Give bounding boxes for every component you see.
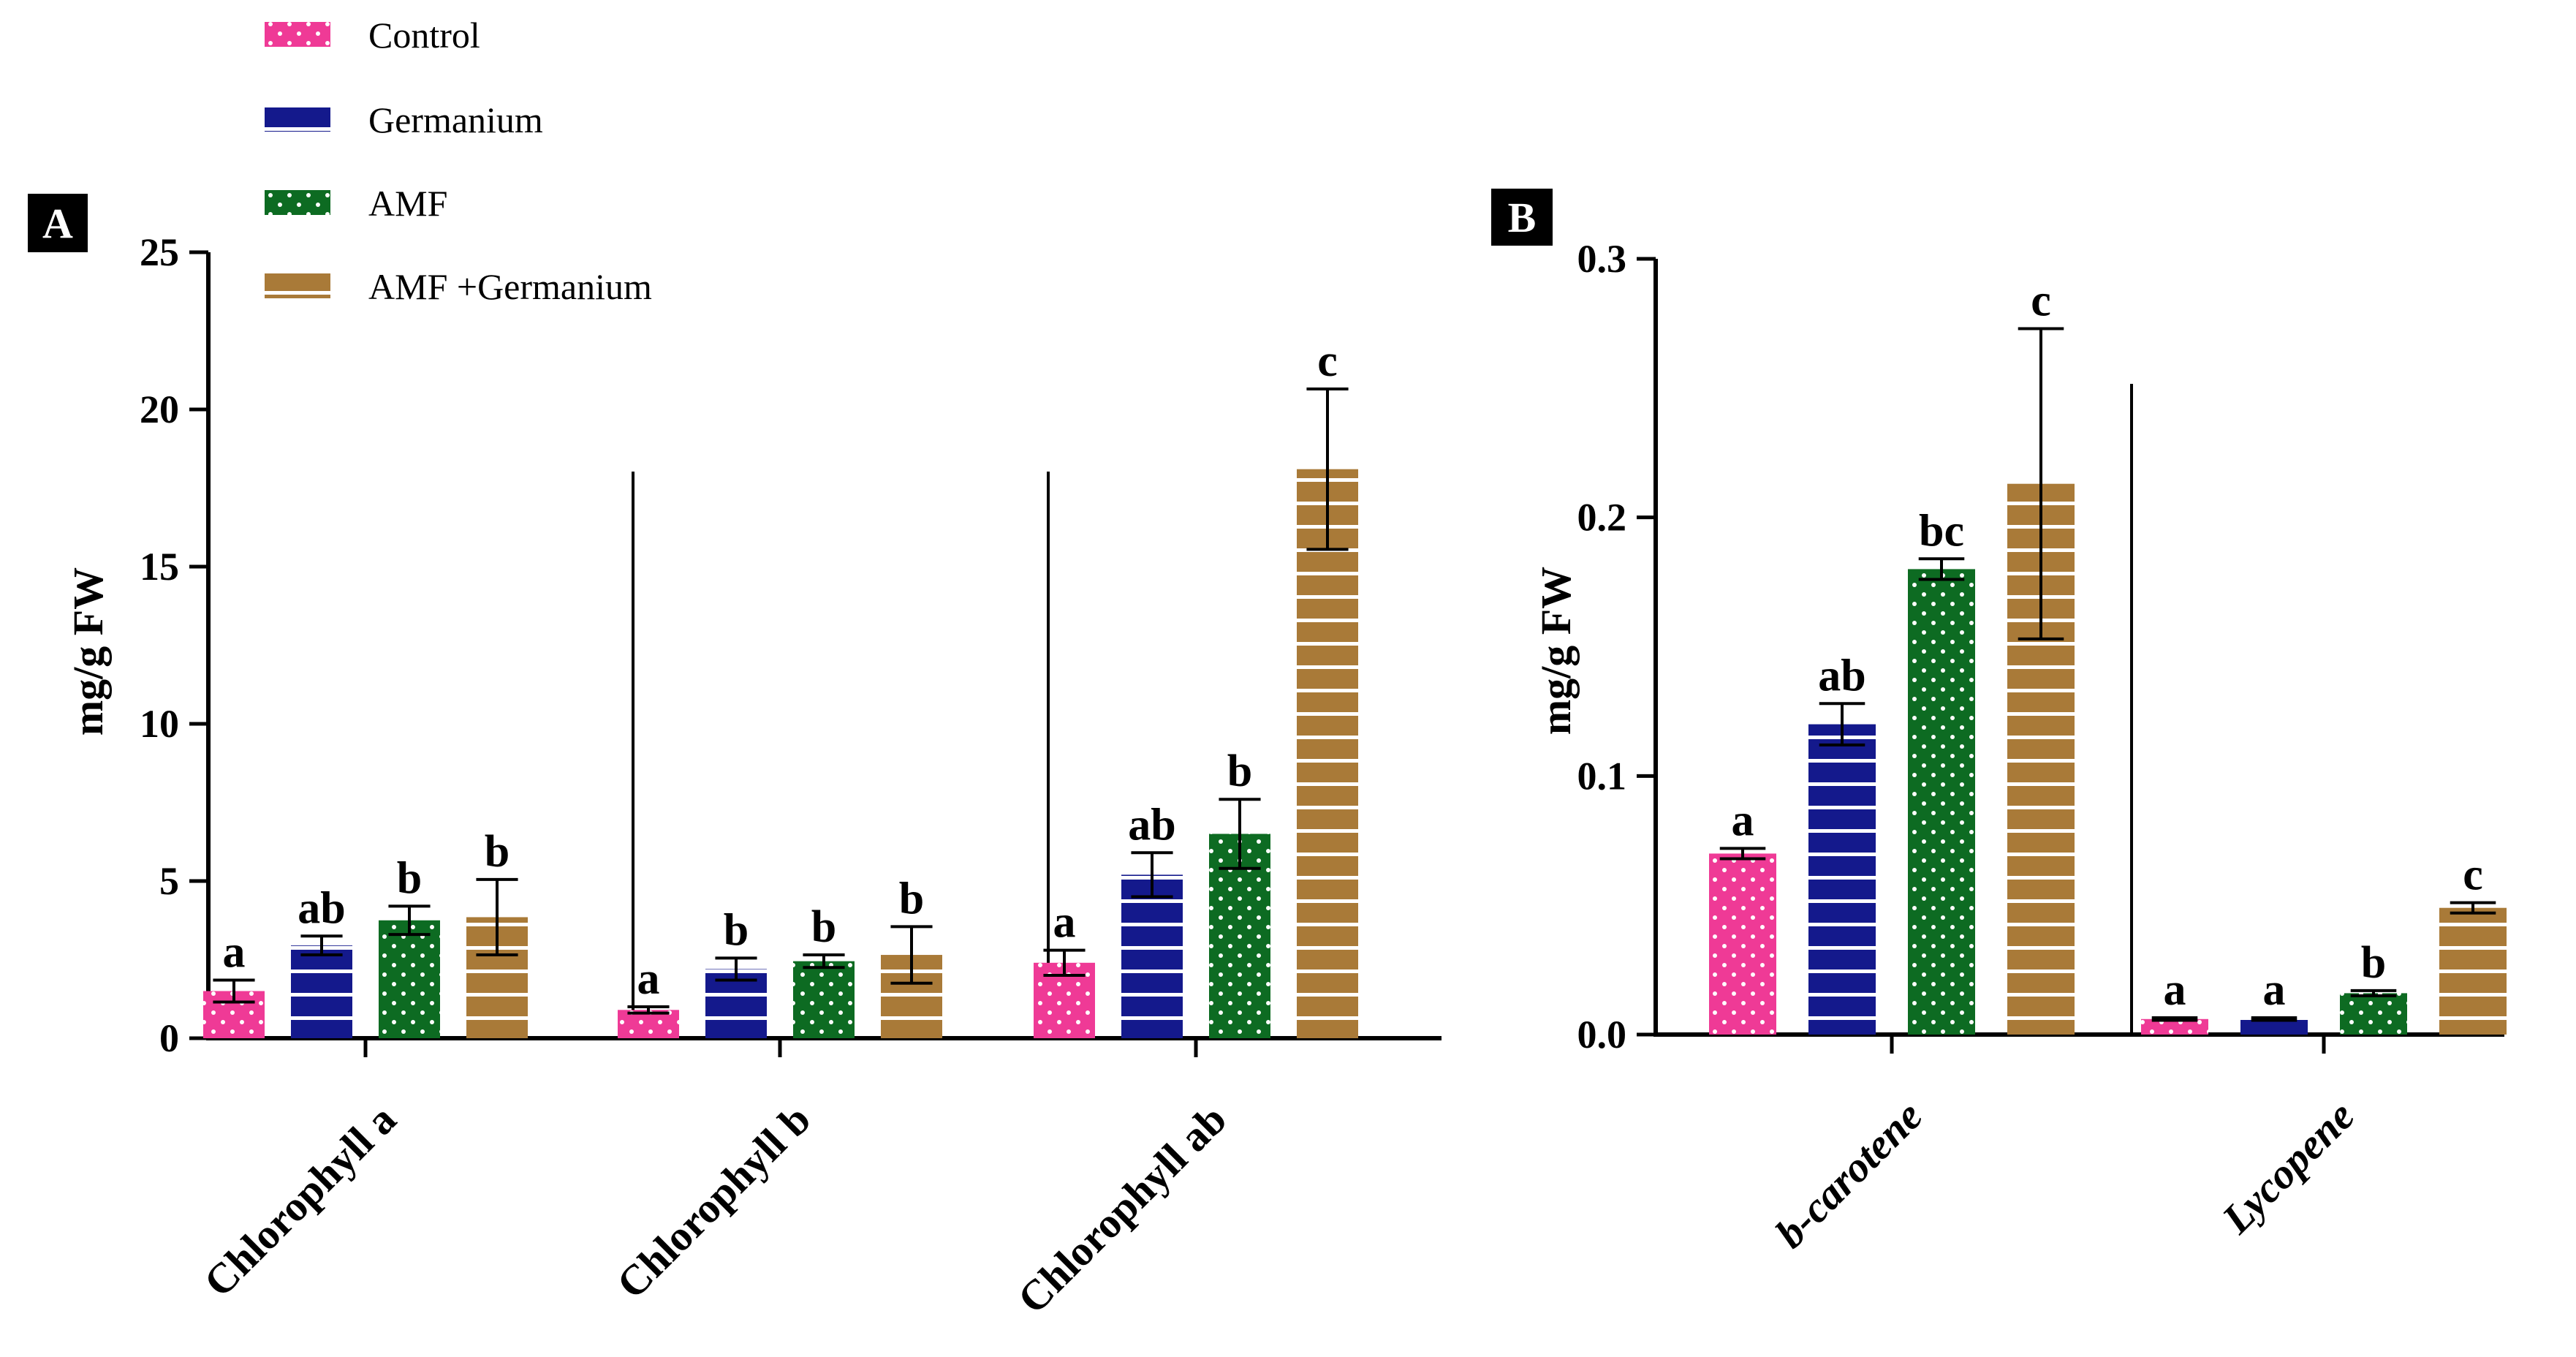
panel-b-badge [1491,189,1553,246]
panel-b-y-tick-label: 0.1 [1577,754,1627,798]
panel-a: A mg/g FW 0 5 10 15 20 25 Chlorophyll a Chlorop… [28,194,1442,1323]
panel-a-chlorophyll-ab-amf-germanium-letter: c [1317,336,1338,386]
panel-a-chlorophyll-a-amf-bar [379,920,440,1038]
panel-a-chlorophyll-ab-amf-germanium-bar [1297,469,1358,1038]
panel-b-b-carotene-amf-germanium-letter: c [2031,276,2051,325]
panel-a-plot: 0 5 10 15 20 25 Chlorophyll a Chlorophyll b Chlo… [140,230,1442,1323]
legend-label-amf-germanium: AMF +Germanium [368,266,652,307]
panel-b-y-tick-label: 0.2 [1577,496,1627,540]
legend-item-amf-germanium: AMF +Germanium [265,266,652,307]
panel-a-chlorophyll-b-amf-bar [793,961,855,1038]
panel-b-lycopene-germanium-bar [2240,1018,2308,1035]
panel-b-b-carotene-germanium-letter: ab [1818,651,1865,700]
panel-b-lycopene-control-bar [2141,1018,2208,1035]
panel-a-chlorophyll-b-amf-letter: b [811,902,836,952]
panel-b-b-carotene-amf-bar [1908,569,1975,1035]
panel-a-chlorophyll-b-germanium-letter: b [724,905,749,955]
panel-a-y-axis-title: mg/g FW [64,567,112,736]
legend-item-control: Control [265,15,480,56]
panel-a-chlorophyll-b-amf-germanium-letter: b [899,874,924,923]
panel-a-chlorophyll-ab-germanium-letter: ab [1128,800,1175,850]
panel-a-chlorophyll-ab-control-letter: a [1053,898,1076,948]
panel-b-lycopene-germanium-letter: a [2263,965,2286,1015]
panel-b-lycopene-amf-germanium-letter: c [2463,850,2483,900]
panel-a-chlorophyll-ab-amf-letter: b [1227,746,1252,796]
panel-a-chlorophyll-a-control-letter: a [223,927,246,977]
panel-a-chlorophyll-a-amf-letter: b [397,853,422,903]
panel-a-y-tick-label: 15 [140,545,179,589]
panel-a-category-label-chlorophyll-ab: Chlorophyll ab [1008,1095,1235,1323]
panel-b-lycopene-amf-letter: b [2361,938,2386,988]
legend-label-amf: AMF [368,183,447,224]
panel-b-b-carotene-control-bar [1709,853,1776,1035]
panel-a-category-label-chlorophyll-a: Chlorophyll a [194,1095,405,1306]
panel-b-letter: B [1508,194,1537,241]
panel-b-y-axis-title: mg/g FW [1532,567,1580,735]
panel-b-b-carotene-control-letter: a [1732,795,1754,845]
panel-a-chlorophyll-a-germanium-letter: ab [298,883,345,933]
panel-a-y-tick-label: 20 [140,388,179,431]
panel-b-b-carotene-germanium-bar [1808,724,1876,1035]
panel-a-letter: A [42,200,73,247]
panel-a-y-tick-label: 0 [159,1016,179,1060]
panel-a-category-label-chlorophyll-b: Chlorophyll b [607,1095,819,1307]
panel-b-lycopene-amf-bar [2340,993,2407,1035]
legend-swatch-amf [265,190,330,215]
panel-b-y-tick-label: 0.0 [1577,1013,1627,1057]
panel-b-category-label-lycopene: Lycopene [2212,1092,2363,1243]
panel-a-chlorophyll-a-amf-germanium-letter: b [485,827,509,877]
panel-b-y-tick-label: 0.3 [1577,237,1627,281]
panel-a-badge [28,194,88,252]
panel-b: B mg/g FW 0.0 0.1 0.2 0.3 b-carotene Lycopene… [1491,189,2507,1257]
legend-label-control: Control [368,15,480,56]
legend-item-amf: AMF [265,183,447,224]
panel-b-lycopene-amf-germanium-bar [2439,907,2507,1035]
panel-b-b-carotene-amf-letter: bc [1919,506,1964,556]
legend: Control Germanium AMF AMF +Germanium [265,15,652,307]
legend-swatch-amf-germanium [265,273,330,298]
panel-a-chlorophyll-a-germanium-bar [291,945,352,1038]
legend-swatch-germanium [265,107,330,132]
panel-b-category-label-b-carotene: b-carotene [1766,1092,1931,1257]
legend-item-germanium: Germanium [265,99,543,140]
legend-label-germanium: Germanium [368,99,543,140]
panel-a-y-tick-label: 5 [159,859,179,903]
panel-a-y-tick-label: 10 [140,702,179,746]
panel-a-chlorophyll-b-control-bar [618,1010,679,1038]
legend-swatch-control [265,22,330,47]
panel-b-lycopene-control-letter: a [2164,965,2186,1015]
panel-a-chlorophyll-b-control-letter: a [637,954,660,1004]
panel-a-chlorophyll-ab-germanium-bar [1121,874,1183,1038]
panel-a-y-tick-label: 25 [140,230,179,274]
